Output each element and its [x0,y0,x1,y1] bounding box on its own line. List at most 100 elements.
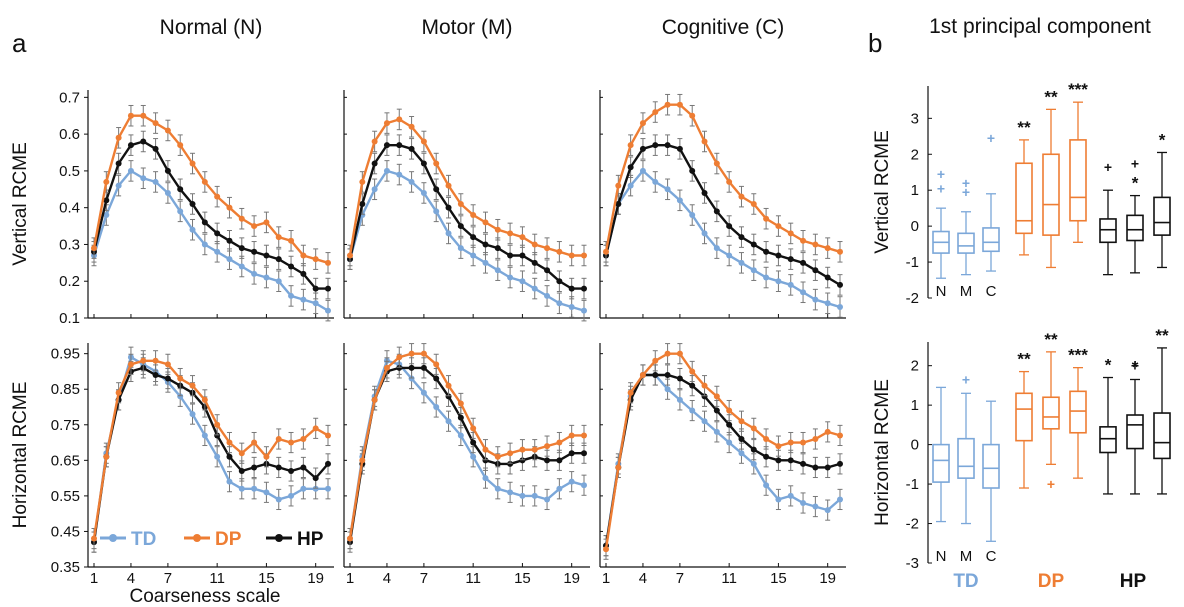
box-ytick-label: 2 [911,358,919,375]
data-point-hp [164,167,171,174]
data-point-dp [664,350,671,357]
xtick-label: 7 [420,570,428,587]
legend-label-dp: DP [215,529,242,550]
data-point-hp [263,252,270,259]
data-point-td [457,245,464,252]
data-point-td [445,230,452,237]
data-point-td [482,259,489,266]
significance-label: ** [1044,330,1058,349]
data-point-td [201,432,208,439]
data-point-td [325,307,331,314]
ytick-label: 0.35 [51,559,80,576]
data-point-hp [787,457,794,464]
data-point-td [701,418,708,425]
data-point-hp [288,468,295,474]
data-point-dp [726,178,733,185]
data-point-dp [482,219,489,226]
data-point-dp [383,120,390,127]
box-td-m [957,232,975,254]
box-ylabel-0: Vertical RCME [872,130,893,254]
data-point-hp [275,464,282,471]
data-point-dp [371,396,378,403]
data-point-dp [226,204,233,211]
data-point-td [189,226,196,233]
significance-label: * [1159,130,1166,149]
data-point-hp [288,263,295,270]
legend-label-hp: HP [297,529,324,550]
box-hp-n [1099,426,1117,454]
xtick-label: 1 [602,570,610,587]
data-point-dp [177,142,184,149]
data-point-hp [164,375,171,382]
data-point-td [519,278,526,285]
data-point-dp [359,178,366,185]
outlier-marker: + [962,371,970,387]
data-point-td [494,267,501,274]
box-dp-m [1042,396,1060,430]
ytick-label: 0.65 [51,452,80,469]
data-point-hp [701,189,708,196]
data-point-hp [408,145,415,152]
data-point-dp [433,160,440,167]
box-ylabel-1: Horizontal RCME [872,379,893,526]
data-point-hp [152,145,159,152]
data-point-dp [152,357,159,364]
data-point-td [312,300,319,307]
xtick-label: 19 [819,570,836,587]
data-point-dp [433,361,440,368]
data-point-dp [312,256,319,263]
data-point-hp [507,252,514,259]
data-point-td [750,267,757,274]
data-point-hp [300,270,307,277]
outlier-marker: + [937,180,945,196]
data-point-dp [383,364,390,371]
xtick-label: 4 [127,570,135,587]
data-point-hp [581,450,587,457]
box-ytick-label: 0 [911,218,919,235]
data-point-td [127,167,134,174]
data-point-dp [713,160,720,167]
outlier-marker: + [1104,159,1112,175]
data-point-hp [325,460,331,467]
data-point-dp [396,116,403,123]
data-point-hp [457,223,464,230]
data-point-dp [568,432,575,439]
data-point-hp [408,364,415,371]
xtick-label: 7 [676,570,684,587]
series-line-hp [348,143,584,290]
data-point-dp [470,212,477,219]
data-point-td [300,296,307,303]
data-point-td [639,167,646,174]
data-point-dp [676,350,683,357]
data-point-td [763,482,770,489]
data-point-hp [396,364,403,371]
data-point-td [201,241,208,248]
data-point-dp [787,230,794,237]
series-line-hp [348,366,584,543]
data-point-td [420,189,427,196]
group-label-dp: DP [1038,571,1065,592]
legend-marker-dp [193,534,201,542]
significance-label: ** [1044,87,1058,106]
data-point-td [396,171,403,178]
box-ytick-label: -1 [906,254,919,271]
data-point-hp [201,219,208,226]
data-point-td [676,396,683,403]
data-point-dp [300,252,307,259]
outlier-marker: + [1047,476,1055,492]
data-point-hp [689,167,696,174]
data-point-dp [420,138,427,145]
data-point-td [750,460,757,467]
data-point-hp [664,142,671,149]
box-hp-c [1153,412,1171,460]
data-point-dp [201,396,208,403]
data-point-hp [676,145,683,152]
xtick-label: 7 [164,570,172,587]
xtick-label: 15 [514,570,531,587]
data-point-td [568,303,575,310]
box-ytick-label: -2 [906,516,919,533]
ytick-label: 0.2 [59,273,80,290]
data-point-dp [519,234,526,241]
data-point-dp [763,436,770,442]
data-point-td [214,453,221,460]
